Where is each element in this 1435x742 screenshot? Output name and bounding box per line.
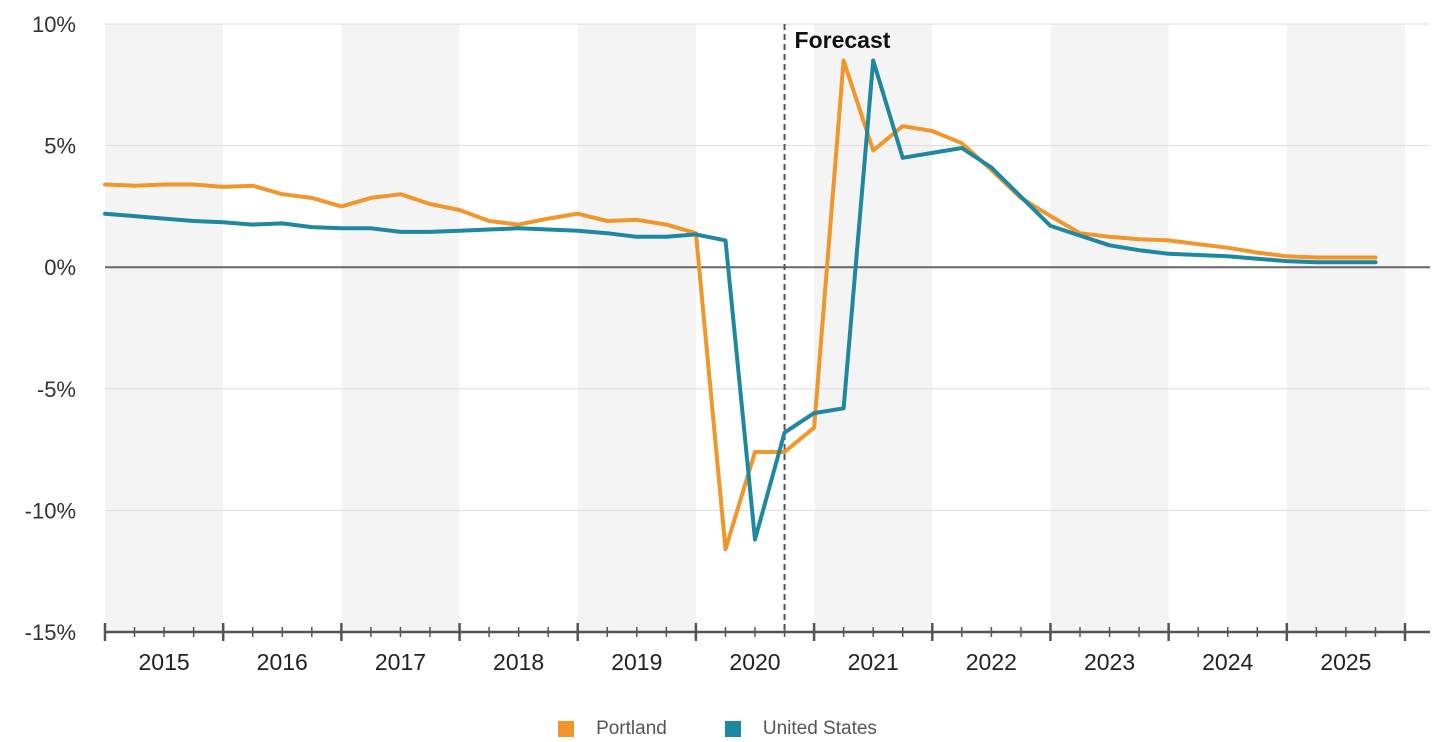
y-tick-label: -15%: [25, 620, 76, 645]
x-tick-label-2018: 2018: [493, 649, 544, 675]
y-tick-label: -10%: [25, 498, 76, 523]
series-line-united-states: [103, 58, 1378, 542]
x-tick-label-2023: 2023: [1084, 649, 1135, 675]
legend-label-portland: Portland: [596, 718, 667, 739]
year-band-2017: [341, 24, 460, 632]
x-tick-label-2022: 2022: [966, 649, 1017, 675]
legend-item-portland: Portland: [558, 716, 667, 742]
legend: Portland United States: [0, 716, 1435, 742]
forecast-label: Forecast: [795, 27, 891, 53]
series-line-portland: [103, 58, 1378, 552]
legend-swatch-portland: [558, 721, 575, 737]
year-band-2019: [577, 24, 696, 632]
x-tick-label-2017: 2017: [375, 649, 426, 675]
y-tick-label: -5%: [37, 377, 76, 402]
x-tick-label-2015: 2015: [139, 649, 190, 675]
legend-item-united-states: United States: [724, 716, 877, 742]
x-tick-label-2021: 2021: [848, 649, 899, 675]
x-tick-label-2025: 2025: [1320, 649, 1371, 675]
y-tick-label: 10%: [32, 12, 76, 37]
year-band-2015: [105, 24, 224, 632]
year-band-2023: [1050, 24, 1169, 632]
year-band-2021: [814, 24, 933, 632]
x-tick-label-2019: 2019: [611, 649, 662, 675]
year-band-2025: [1286, 24, 1405, 632]
y-tick-label: 0%: [44, 255, 76, 280]
y-tick-label: 5%: [44, 134, 76, 159]
x-tick-label-2020: 2020: [729, 649, 780, 675]
legend-label-united-states: United States: [762, 718, 877, 739]
legend-swatch-united-states: [724, 721, 741, 737]
x-tick-label-2024: 2024: [1202, 649, 1253, 675]
x-tick-label-2016: 2016: [257, 649, 308, 675]
